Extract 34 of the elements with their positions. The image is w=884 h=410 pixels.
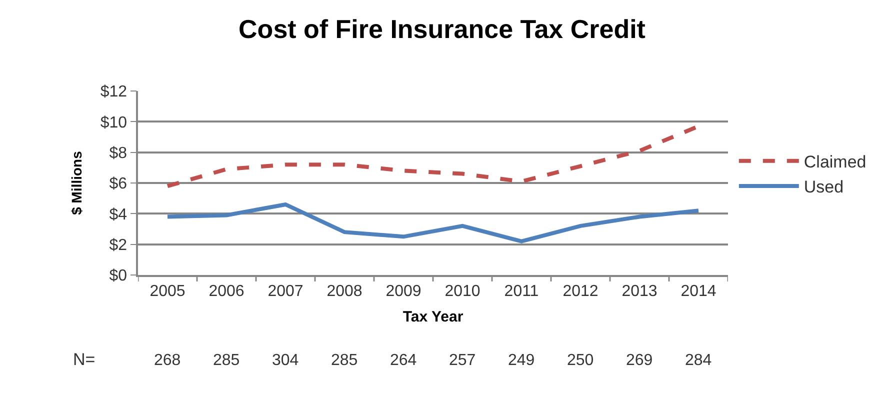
text: 304 [272, 352, 299, 369]
text: N= [73, 350, 96, 369]
x-tick-label: 2014 [680, 282, 716, 300]
text: 250 [567, 352, 594, 369]
chart-title: Cost of Fire Insurance Tax Credit [238, 14, 646, 44]
y-tick-label: $4 [109, 206, 128, 224]
x-tick-label: 2011 [504, 282, 539, 300]
x-axis-title: Tax Year [402, 308, 464, 326]
text: 285 [213, 352, 240, 369]
y-tick-label: $10 [100, 114, 128, 132]
x-tick-label: 2005 [150, 282, 186, 300]
x-tick-label: 2010 [444, 282, 480, 300]
x-tick-label: 2006 [208, 282, 244, 300]
text: 285 [331, 352, 358, 369]
legend-label: Used [804, 178, 844, 197]
y-tick-label: $8 [109, 144, 128, 162]
y-tick-label: $2 [109, 236, 128, 254]
text: 284 [685, 352, 712, 369]
x-tick-label: 2008 [326, 282, 362, 300]
x-tick-label: 2013 [622, 282, 658, 300]
x-tick-label: 2009 [386, 282, 422, 300]
y-tick-label: $6 [109, 176, 128, 193]
text: 269 [626, 352, 653, 369]
y-tick-label: $0 [109, 268, 128, 285]
x-tick-label: 2012 [562, 282, 598, 300]
legend-label: Claimed [804, 152, 866, 172]
text: 249 [508, 352, 535, 369]
x-tick-label: 2007 [268, 282, 304, 300]
text: 257 [449, 352, 476, 369]
y-axis-title: $ Millions [68, 150, 84, 215]
y-tick-label: $12 [100, 84, 128, 101]
line-series [166, 202, 700, 244]
text: 268 [154, 352, 181, 369]
text: 264 [390, 352, 417, 369]
